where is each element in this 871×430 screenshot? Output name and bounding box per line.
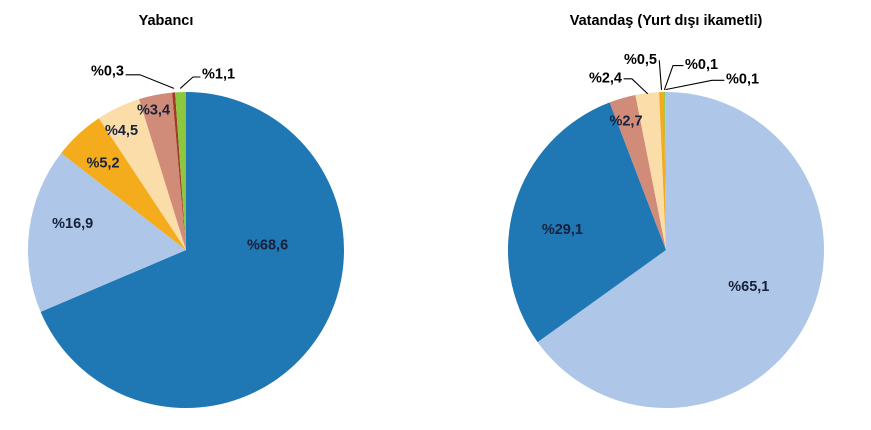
svg-text:%29,1: %29,1 [542, 222, 583, 238]
svg-text:%4,5: %4,5 [105, 123, 138, 139]
svg-text:%65,1: %65,1 [728, 279, 769, 295]
svg-text:%2,7: %2,7 [609, 114, 642, 130]
svg-text:%16,9: %16,9 [52, 216, 93, 232]
svg-text:%0,5: %0,5 [624, 52, 657, 68]
svg-text:%2,4: %2,4 [589, 71, 622, 87]
svg-text:Yabancı: Yabancı [139, 13, 194, 29]
svg-text:%0,1: %0,1 [685, 57, 718, 73]
svg-text:Vatandaş (Yurt dışı ikametli): Vatandaş (Yurt dışı ikametli) [570, 13, 763, 29]
svg-text:%0,1: %0,1 [726, 72, 759, 88]
svg-text:%0,3: %0,3 [91, 64, 124, 80]
svg-text:%5,2: %5,2 [86, 155, 119, 171]
svg-text:%1,1: %1,1 [202, 67, 235, 83]
svg-text:%68,6: %68,6 [247, 237, 288, 253]
svg-text:%3,4: %3,4 [137, 103, 170, 119]
